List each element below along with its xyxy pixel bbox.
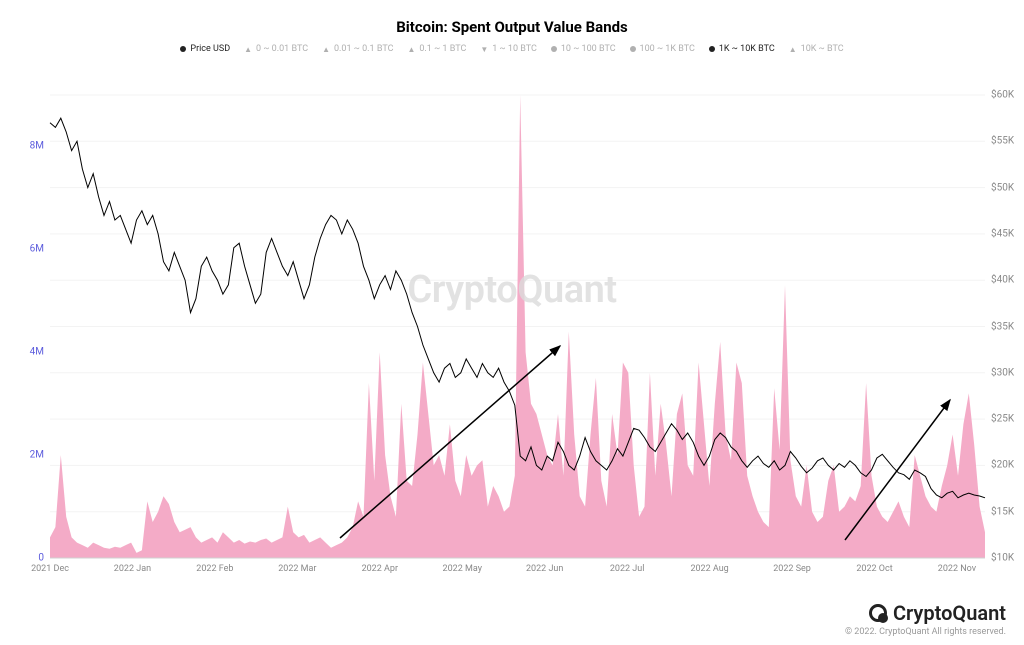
x-tick: 2022 Jan (114, 564, 151, 574)
x-tick: 2022 Mar (278, 564, 316, 574)
brand-logo: CryptoQuant (845, 601, 1006, 625)
x-tick: 2022 Aug (690, 564, 728, 574)
y-right-tick: $45K (991, 228, 1014, 239)
x-tick: 2022 Feb (196, 564, 233, 574)
y-right-tick: $60K (991, 90, 1014, 101)
x-tick: 2022 Apr (362, 564, 398, 574)
x-tick: 2022 Jul (610, 564, 645, 574)
y-left-tick: 0 (0, 553, 44, 564)
x-tick: 2022 May (443, 564, 482, 574)
x-tick: 2021 Dec (31, 564, 69, 574)
y-right-tick: $50K (991, 182, 1014, 193)
chart-svg (0, 0, 1024, 580)
x-tick: 2022 Jun (526, 564, 563, 574)
y-right-tick: $10K (991, 553, 1014, 564)
x-tick: 2022 Nov (938, 564, 976, 574)
y-right-tick: $20K (991, 460, 1014, 471)
x-tick: 2022 Sep (773, 564, 811, 574)
y-left-tick: 4M (0, 347, 44, 358)
y-left-tick: 8M (0, 141, 44, 152)
y-right-tick: $30K (991, 367, 1014, 378)
y-right-tick: $40K (991, 275, 1014, 286)
y-left-tick: 6M (0, 244, 44, 255)
y-right-tick: $25K (991, 414, 1014, 425)
brand-icon (869, 604, 887, 622)
brand-text: CryptoQuant (893, 601, 1006, 625)
chart-area: CryptoQuant 02M4M6M8M$10K$15K$20K$25K$30… (0, 0, 1024, 580)
y-left-tick: 2M (0, 450, 44, 461)
copyright-text: © 2022. CryptoQuant All rights reserved. (845, 627, 1006, 637)
footer: CryptoQuant © 2022. CryptoQuant All righ… (845, 601, 1006, 637)
y-right-tick: $15K (991, 506, 1014, 517)
y-right-tick: $55K (991, 136, 1014, 147)
x-tick: 2022 Oct (856, 564, 892, 574)
y-right-tick: $35K (991, 321, 1014, 332)
